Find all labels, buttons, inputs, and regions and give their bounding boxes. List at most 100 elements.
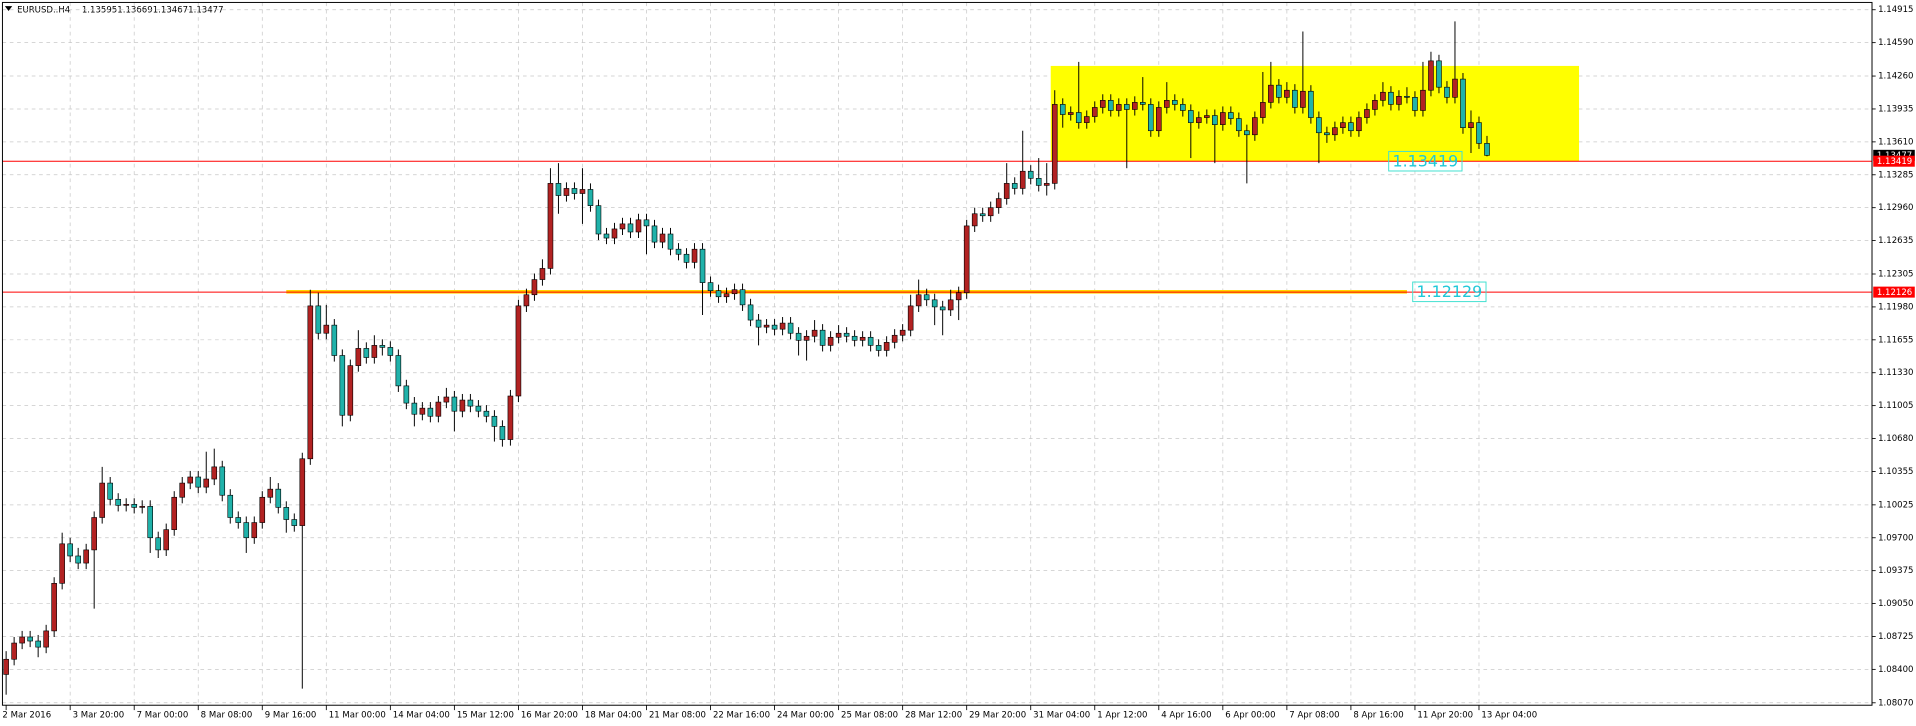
candle-body: [275, 488, 282, 508]
candle-body: [1067, 112, 1074, 115]
candle-body: [699, 248, 706, 283]
candle-body: [211, 466, 218, 480]
candle-body: [147, 506, 153, 539]
y-tick-label: 1.08400: [1878, 665, 1913, 675]
symbol-menu-icon[interactable]: [4, 6, 13, 11]
candle-body: [187, 476, 194, 484]
object-label: 1.12129: [1412, 281, 1487, 303]
y-tick-label: 1.09375: [1878, 566, 1913, 576]
y-tick-label: 1.12960: [1878, 203, 1913, 213]
candle-body: [219, 466, 226, 496]
candle-body: [955, 292, 962, 301]
object-label-text: 1.13419: [1393, 151, 1459, 170]
y-tick-label: 1.08070: [1878, 698, 1913, 708]
candle-body: [1444, 86, 1450, 98]
candle-body: [1027, 170, 1034, 179]
x-tick-label: 11 Apr 20:00: [1417, 710, 1473, 720]
candle-body: [787, 322, 794, 334]
candle-body: [139, 506, 145, 508]
candle-body: [483, 410, 490, 417]
y-tick-label: 1.13935: [1878, 104, 1913, 114]
candle-body: [163, 529, 170, 551]
candle-body: [1220, 112, 1226, 125]
candle-body: [739, 289, 746, 306]
candle-body: [1380, 91, 1386, 101]
price-box: [1873, 149, 1915, 161]
candle-body: [827, 336, 834, 346]
x-tick-label: 8 Mar 08:00: [201, 710, 253, 720]
candle-body: [371, 345, 378, 358]
candle-body: [283, 507, 290, 520]
candle-body: [1468, 122, 1474, 128]
candle-body: [347, 365, 354, 416]
candle-body: [1156, 107, 1162, 132]
candle-body: [67, 543, 73, 557]
candle-body: [43, 630, 49, 648]
candle-body: [1043, 183, 1050, 186]
x-tick-label: 4 Apr 16:00: [1161, 710, 1211, 720]
candle-body: [715, 290, 722, 298]
candle-body: [795, 332, 802, 341]
candle-body: [1051, 104, 1058, 184]
candle-body: [467, 399, 474, 407]
candle-body: [939, 306, 946, 311]
x-tick-label: 16 Mar 20:00: [521, 710, 578, 720]
candle-body: [843, 332, 850, 337]
high-price: 1.13669: [117, 5, 152, 15]
candle-body: [667, 233, 674, 250]
candle-body: [1123, 104, 1130, 110]
candle-body: [115, 498, 121, 506]
x-tick-label: 24 Mar 00:00: [777, 710, 834, 720]
y-tick-label: 1.11005: [1878, 401, 1913, 411]
candle-body: [1348, 122, 1354, 132]
candle-body: [131, 504, 137, 508]
candle-body: [707, 282, 714, 292]
y-tick-label: 1.09700: [1878, 533, 1913, 543]
candle-body: [83, 549, 89, 564]
candle-body: [779, 322, 786, 330]
candle-body: [851, 335, 858, 341]
candle-body: [1308, 90, 1314, 118]
y-tick-label: 1.09050: [1878, 599, 1913, 609]
candle-body: [1099, 100, 1106, 108]
candle-body: [51, 583, 57, 632]
candle-body: [1083, 116, 1090, 123]
candle-body: [195, 476, 202, 488]
x-tick-label: 13 Apr 04:00: [1481, 710, 1537, 720]
x-tick-label: 18 Mar 04:00: [585, 710, 642, 720]
candle-body: [875, 345, 882, 351]
candle-body: [507, 395, 514, 440]
candle-body: [979, 213, 986, 217]
candle-body: [1180, 104, 1186, 111]
candle-body: [91, 517, 97, 551]
candle-body: [107, 482, 113, 500]
candle-body: [1228, 112, 1234, 119]
candle-body: [1300, 90, 1306, 108]
candle-body: [1396, 95, 1402, 105]
candle-body: [963, 225, 970, 294]
candle-body: [99, 482, 105, 518]
y-tick-label: 1.14915: [1878, 5, 1913, 15]
candle-body: [1115, 104, 1122, 111]
candle-body: [1268, 84, 1274, 103]
y-tick-label: 1.11980: [1878, 302, 1913, 312]
candle-body: [547, 183, 554, 269]
candle-body: [571, 188, 578, 194]
candle-body: [1003, 183, 1010, 199]
low-price: 1.13467: [153, 5, 188, 15]
candle-body: [811, 329, 818, 337]
object-label-box: [1388, 150, 1463, 172]
candle-body: [403, 385, 410, 404]
candle-body: [883, 342, 890, 351]
candle-body: [395, 355, 402, 387]
candle-body: [747, 304, 754, 321]
candle-body: [1276, 84, 1282, 98]
x-tick-label: 21 Mar 08:00: [649, 710, 706, 720]
y-tick-label: 1.13285: [1878, 170, 1913, 180]
candle-body: [355, 348, 362, 366]
candle-body: [451, 396, 458, 412]
candle-body: [299, 458, 306, 526]
candle-body: [1436, 60, 1442, 88]
